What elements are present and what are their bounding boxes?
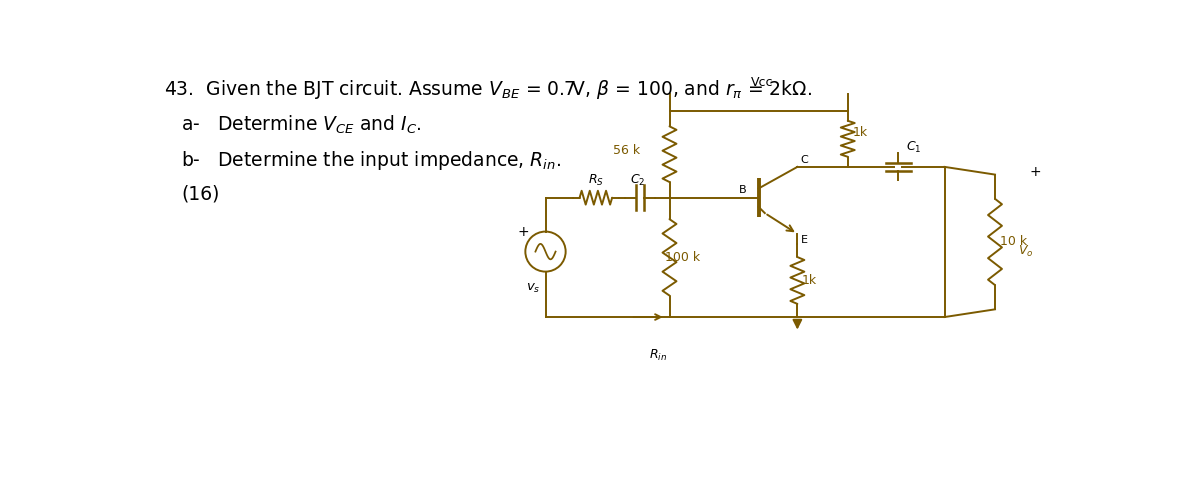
Text: b-   Determine the input impedance, $R_{in}$.: b- Determine the input impedance, $R_{in… xyxy=(182,149,561,172)
Text: $C_1$: $C_1$ xyxy=(906,140,922,156)
Text: 100 k: 100 k xyxy=(665,251,700,264)
Text: 1k: 1k xyxy=(802,274,817,287)
Text: $R_S$: $R_S$ xyxy=(588,174,603,189)
Text: $C_2$: $C_2$ xyxy=(630,174,645,189)
Text: E: E xyxy=(801,235,808,245)
Text: 56 k: 56 k xyxy=(613,144,639,157)
Text: a-   Determine $V_{CE}$ and $I_C$.: a- Determine $V_{CE}$ and $I_C$. xyxy=(182,114,422,136)
Text: Vcc: Vcc xyxy=(751,76,774,89)
Text: (16): (16) xyxy=(182,185,220,204)
Text: +: + xyxy=(518,225,529,239)
Text: C: C xyxy=(801,155,808,165)
Text: 43.  Given the BJT circuit. Assume $V_{BE}$ = 0.7V, $\beta$ = 100, and $r_{\pi}$: 43. Given the BJT circuit. Assume $V_{BE… xyxy=(165,78,813,102)
Text: $R_{in}$: $R_{in}$ xyxy=(649,348,667,363)
Text: 1k: 1k xyxy=(852,126,868,139)
Text: +: + xyxy=(1029,165,1041,179)
Text: $V_o$: $V_o$ xyxy=(1018,243,1034,259)
Text: 10 k: 10 k xyxy=(1000,235,1027,248)
Text: $v_s$: $v_s$ xyxy=(526,282,541,295)
Text: B: B xyxy=(738,185,746,194)
